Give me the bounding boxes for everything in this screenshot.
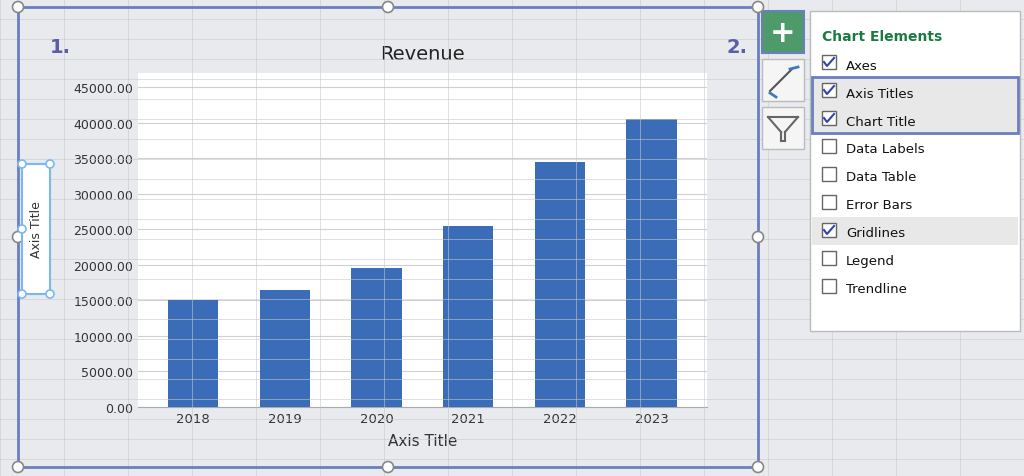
Bar	[812, 106, 1018, 134]
Text: 2.: 2.	[726, 38, 746, 57]
Bar	[535, 162, 585, 407]
Text: Data Labels: Data Labels	[846, 143, 925, 156]
Bar	[822, 168, 836, 182]
Title: Revenue: Revenue	[380, 45, 465, 64]
Bar	[822, 196, 836, 209]
Text: Trendline: Trendline	[846, 283, 907, 296]
Circle shape	[383, 462, 393, 473]
Bar	[168, 301, 218, 407]
Bar	[812, 78, 1018, 106]
Text: Axis Title: Axis Title	[30, 201, 43, 258]
Text: Axes: Axes	[846, 60, 878, 72]
Circle shape	[12, 232, 24, 243]
Bar	[22, 165, 50, 294]
Text: Data Table: Data Table	[846, 171, 916, 184]
Circle shape	[12, 2, 24, 13]
Circle shape	[753, 462, 764, 473]
Circle shape	[18, 226, 26, 234]
Circle shape	[753, 232, 764, 243]
Circle shape	[753, 2, 764, 13]
Bar	[810, 12, 1020, 331]
Text: +: +	[770, 19, 796, 48]
Bar	[762, 108, 804, 149]
Bar	[822, 279, 836, 293]
Bar	[822, 56, 836, 70]
Circle shape	[383, 2, 393, 13]
Bar	[812, 218, 1018, 246]
Bar	[822, 112, 836, 126]
Circle shape	[46, 290, 54, 298]
Text: Gridlines: Gridlines	[846, 227, 905, 240]
Bar	[260, 290, 310, 407]
Circle shape	[12, 462, 24, 473]
Text: Chart Elements: Chart Elements	[822, 30, 942, 44]
Bar	[627, 120, 677, 407]
Text: Axis Titles: Axis Titles	[846, 87, 913, 100]
Bar	[822, 84, 836, 98]
Circle shape	[46, 161, 54, 169]
Bar	[762, 60, 804, 102]
Bar	[762, 12, 804, 54]
Bar	[822, 251, 836, 266]
Bar	[812, 78, 1018, 134]
Bar	[822, 140, 836, 154]
Bar	[351, 269, 401, 407]
X-axis label: Axis Title: Axis Title	[388, 433, 457, 448]
Text: Legend: Legend	[846, 255, 895, 268]
Text: Chart Title: Chart Title	[846, 115, 915, 128]
Text: 1.: 1.	[50, 38, 71, 57]
Bar	[443, 226, 494, 407]
Circle shape	[18, 290, 26, 298]
Circle shape	[18, 161, 26, 169]
Bar	[822, 224, 836, 238]
Text: Error Bars: Error Bars	[846, 199, 912, 212]
